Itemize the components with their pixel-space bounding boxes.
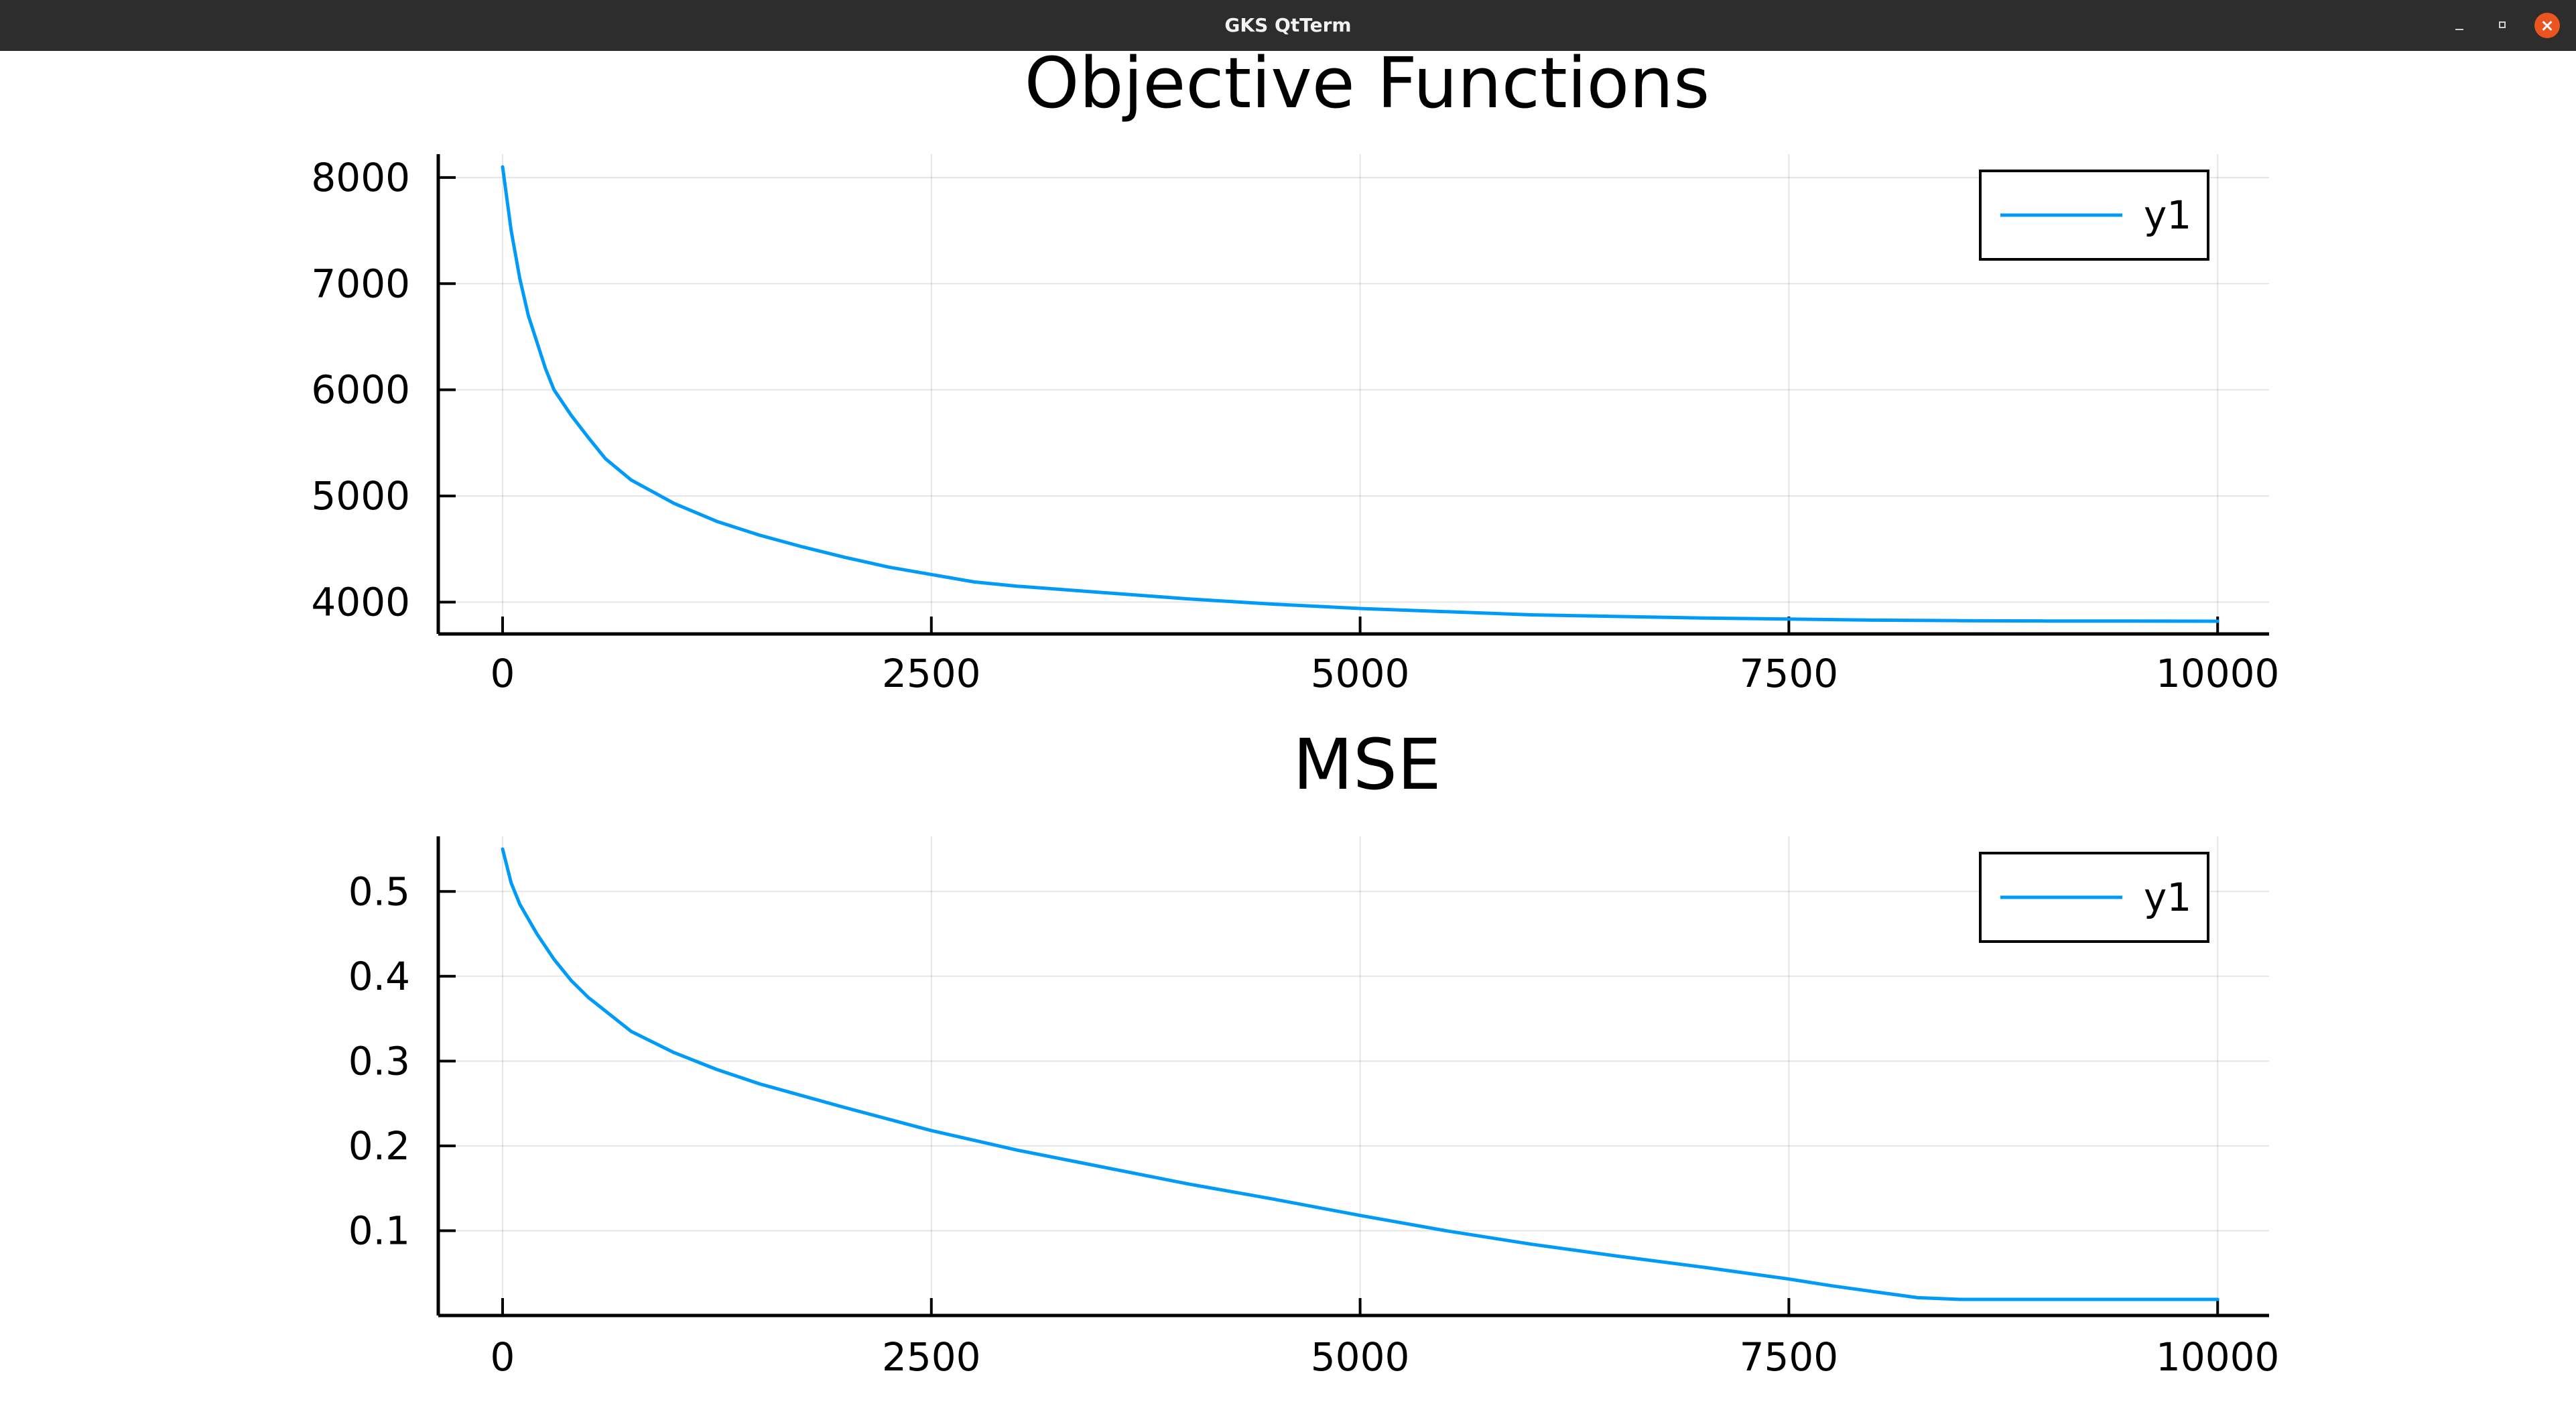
x-tick-label: 5000 xyxy=(1311,1334,1410,1380)
legend-label: y1 xyxy=(2144,192,2191,238)
x-tick-label: 10000 xyxy=(2156,1334,2280,1380)
x-tick-label: 5000 xyxy=(1311,651,1410,696)
window-title: GKS QtTerm xyxy=(1224,14,1352,36)
chart-title: Objective Functions xyxy=(1025,42,1710,124)
y-tick-label: 6000 xyxy=(311,367,410,413)
y-tick-label: 0.2 xyxy=(348,1123,410,1169)
x-tick-label: 10000 xyxy=(2156,651,2280,696)
y-tick-label: 0.4 xyxy=(348,954,410,999)
y-tick-label: 0.1 xyxy=(348,1208,410,1253)
minimize-button[interactable] xyxy=(2446,13,2471,38)
restore-button[interactable] xyxy=(2490,13,2516,38)
legend: y1 xyxy=(1979,170,2209,261)
legend-label: y1 xyxy=(2144,875,2191,920)
x-tick-label: 7500 xyxy=(1740,651,1839,696)
y-tick-label: 7000 xyxy=(311,261,410,306)
subplot-2: MSE 0 2500 5000 7500 10000 0.1 0.2 0.3 0.4 0.5 y1 xyxy=(348,724,2280,1380)
legend: y1 xyxy=(1979,852,2209,943)
series-line-y1 xyxy=(501,847,2219,1301)
x-tick-label: 7500 xyxy=(1740,1334,1839,1380)
x-tick-label: 0 xyxy=(491,651,515,696)
subplot-1: Objective Functions 0 2500 5000 7500 10000 400… xyxy=(311,42,2279,696)
x-tick-label: 2500 xyxy=(882,1334,981,1380)
close-button[interactable] xyxy=(2534,13,2560,38)
y-tick-label: 8000 xyxy=(311,155,410,200)
chart-title: MSE xyxy=(1293,724,1441,806)
x-tick-label: 2500 xyxy=(882,651,981,696)
y-tick-label: 4000 xyxy=(311,579,410,625)
series-line-y1 xyxy=(501,165,2219,623)
x-tick-label: 0 xyxy=(491,1334,515,1380)
window-titlebar[interactable]: GKS QtTerm xyxy=(0,0,2576,51)
y-tick-label: 0.5 xyxy=(348,869,410,914)
y-tick-label: 5000 xyxy=(311,473,410,519)
y-tick-label: 0.3 xyxy=(348,1038,410,1084)
